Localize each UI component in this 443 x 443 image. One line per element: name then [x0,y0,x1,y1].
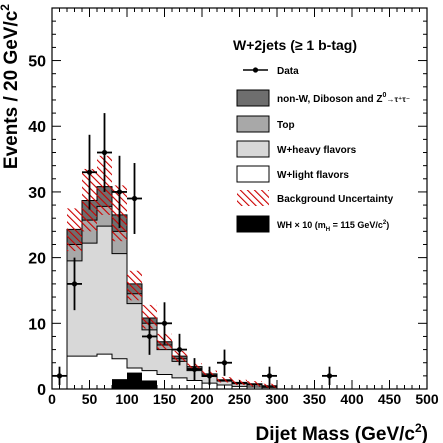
legend-entry-uncertainty: Background Uncertainty [237,190,394,206]
data-point-13 [326,373,333,379]
legend-entry-data: Data [243,66,299,77]
x-axis-label-main: Dijet Mass (GeV/c [256,424,416,443]
y-tick-label-4: 40 [28,119,46,136]
y-axis-label-main: Events / 20 GeV/c [1,10,22,169]
legend-light-label: W+light flavors [277,170,349,181]
x-axis-label-close: ) [422,424,428,443]
bar-light-1 [82,356,97,389]
y-tick-label-5: 50 [28,54,46,71]
bar-heavy-7 [172,361,187,378]
signal-bar-2 [142,380,157,389]
data-point-12 [266,373,273,379]
legend-wh-swatch [236,215,270,233]
data-point-11 [221,360,228,366]
data-point-9 [191,366,198,372]
data-point-6 [146,333,153,340]
y-tick-label-0: 0 [37,382,46,399]
legend-nonw-label-sup: 0 [383,92,387,99]
signal-bar-1 [127,372,142,389]
legend-wh-label-tail: = 115 GeV/c [330,220,383,230]
bar-heavy-1 [82,243,97,357]
legend: W+2jets (≥ 1 b-tag) Data non-W, Diboson … [233,37,410,233]
signal-bar-0 [112,379,127,389]
bar-heavy-3 [112,253,127,359]
data-point-10 [206,373,213,379]
data-point-0 [56,373,63,379]
bar-light-2 [97,354,112,389]
uncertainty-band-4 [127,270,142,301]
legend-nonw-swatch [236,89,270,107]
bar-heavy-10 [217,381,232,386]
data-point-2 [86,169,93,175]
bar-heavy-4 [127,303,142,368]
x-axis-label-sup: 2 [415,421,422,435]
bar-light-7 [172,377,187,389]
legend-entry-heavy: W+heavy flavors [236,140,357,158]
legend-entry-top: Top [236,115,295,133]
x-tick-label-1: 50 [82,391,98,407]
uncertainty-band-12 [247,381,262,387]
legend-wh-label-close: ) [386,220,389,230]
data-point-3 [101,149,108,156]
x-tick-label-4: 200 [190,391,214,407]
legend-nonw-label-main: non-W, Diboson and Z [277,94,383,105]
legend-nonw-label-tail: →τ⁺τ⁻ [386,95,410,104]
legend-nonw-label: non-W, Diboson and Z0→τ⁺τ⁻ [277,92,410,105]
x-tick-label-0: 0 [48,391,56,407]
axes: 0 50 100 150 200 250 300 350 400 450 5000102030405… [28,7,439,407]
data-point-4 [116,189,123,195]
bar-light-0 [67,356,82,389]
bar-heavy-6 [157,349,172,375]
legend-entry-light: W+light flavors [236,165,349,183]
legend-entry-nonw: non-W, Diboson and Z0→τ⁺τ⁻ [236,89,410,107]
x-tick-label-8: 400 [340,391,364,407]
legend-uncertainty-label: Background Uncertainty [277,194,394,205]
x-tick-label-7: 350 [303,391,327,407]
legend-heavy-swatch [236,140,270,158]
legend-wh-label-sup: 2 [383,220,387,226]
data-point-7 [161,320,168,326]
y-axis-label: Events / 20 GeV/c2 [0,4,22,169]
legend-header: W+2jets (≥ 1 b-tag) [233,37,357,53]
y-tick-label-1: 10 [28,316,46,333]
data-point-8 [176,346,183,353]
legend-uncertainty-swatch [237,190,269,206]
uncertainty-band-0 [67,208,82,252]
x-tick-label-6: 300 [265,391,289,407]
bar-light-8 [187,380,202,389]
legend-top-swatch [236,115,270,133]
legend-light-swatch [236,165,270,183]
x-axis-label: Dijet Mass (GeV/c2) [256,421,428,443]
y-tick-label-3: 30 [28,185,46,202]
legend-top-label: Top [277,120,295,131]
legend-data-marker [252,67,259,73]
legend-wh-label: WH × 10 (mH = 115 GeV/c2) [277,220,389,233]
data-point-5 [131,195,138,202]
x-tick-label-9: 450 [378,391,402,407]
legend-wh-label-main: WH × 10 (m [277,220,326,230]
y-axis-label-sup: 2 [0,4,12,11]
legend-wh-label-sub: H [326,227,330,233]
legend-heavy-label: W+heavy flavors [277,145,357,156]
x-tick-label-10: 500 [415,391,439,407]
legend-entry-wh: WH × 10 (mH = 115 GeV/c2) [236,215,389,233]
legend-data-label: Data [277,66,299,77]
uncertainty-band-5 [142,304,157,329]
x-tick-label-5: 250 [228,391,252,407]
bar-heavy-2 [97,226,112,355]
y-tick-label-2: 20 [28,251,46,268]
uncertainty-band-10 [217,377,232,383]
x-tick-label-2: 100 [115,391,139,407]
x-tick-label-3: 150 [153,391,177,407]
data-point-1 [71,281,78,287]
